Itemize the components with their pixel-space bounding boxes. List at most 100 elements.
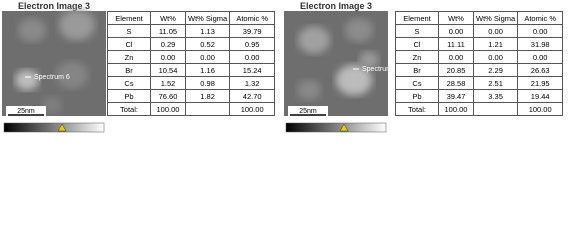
header-row: Element Wt% Wt% Sigma Atomic % — [395, 11, 564, 25]
total-label: Total: — [395, 102, 439, 116]
cell: 1.82 — [184, 89, 231, 103]
cell: 11.11 — [438, 37, 474, 51]
cell: 0.00 — [150, 50, 186, 64]
total-wt: 100.00 — [150, 102, 186, 116]
cell: 19.44 — [517, 89, 564, 103]
cell: 0.00 — [438, 50, 474, 64]
cell: 26.63 — [517, 63, 564, 77]
cell: 0.00 — [184, 50, 231, 64]
cell: 1.13 — [184, 24, 231, 38]
total-row: Total: 100.00 100.00 — [395, 102, 564, 116]
composition-table: Element Wt% Wt% Sigma Atomic % S 0.00 0.00 0.00… — [395, 11, 564, 116]
data-row: Pb 76.60 1.82 42.70 — [107, 89, 276, 103]
cell: 15.24 — [229, 63, 276, 77]
cell: 11.05 — [150, 24, 186, 38]
cell: 1.21 — [472, 37, 519, 51]
cell: 21.95 — [517, 76, 564, 90]
cell: Zn — [395, 50, 439, 64]
cell: Pb — [395, 89, 439, 103]
data-row: Cl 11.11 1.21 31.98 — [395, 37, 564, 51]
total-atomic: 100.00 — [517, 102, 564, 116]
electron-image: Electron Image 3 Spectrum 6 25nm — [2, 0, 106, 135]
cell: 28.58 — [438, 76, 474, 90]
color-bar — [3, 122, 105, 133]
spectrum-label: Spectrum 8 — [362, 66, 388, 73]
cell: Cl — [107, 37, 151, 51]
cell: 1.16 — [184, 63, 231, 77]
data-row: Zn 0.00 0.00 0.00 — [395, 50, 564, 64]
header-cell: Atomic % — [517, 11, 564, 25]
total-atomic: 100.00 — [229, 102, 276, 116]
micrograph: Spectrum 6 25nm — [2, 9, 106, 133]
scale-box — [288, 106, 328, 116]
grain — [298, 26, 330, 54]
cell: 3.35 — [472, 89, 519, 103]
cell: 10.54 — [150, 63, 186, 77]
grain — [18, 18, 46, 42]
grain — [56, 61, 88, 89]
composition-table: Element Wt% Wt% Sigma Atomic % S 11.05 1.13 39.… — [107, 11, 276, 116]
total-sigma — [184, 102, 231, 116]
grain — [336, 64, 372, 96]
cell: Pb — [107, 89, 151, 103]
data-row: Cs 28.58 2.51 21.95 — [395, 76, 564, 90]
cell: 42.70 — [229, 89, 276, 103]
cell: 0.95 — [229, 37, 276, 51]
total-sigma — [472, 102, 519, 116]
data-row: S 11.05 1.13 39.79 — [107, 24, 276, 38]
cell: 76.60 — [150, 89, 186, 103]
cell: S — [107, 24, 151, 38]
cell: Br — [395, 63, 439, 77]
cell: 0.00 — [517, 50, 564, 64]
cell: 0.00 — [472, 24, 519, 38]
cell: Cs — [395, 76, 439, 90]
cell: 0.00 — [517, 24, 564, 38]
data-row: Pb 39.47 3.35 19.44 — [395, 89, 564, 103]
image-title: Electron Image 3 — [17, 1, 91, 11]
spectrum-label: Spectrum 6 — [34, 74, 70, 81]
cell: Cs — [107, 76, 151, 90]
cell: 1.52 — [150, 76, 186, 90]
cell: Zn — [107, 50, 151, 64]
header-cell: Wt% — [438, 11, 474, 25]
cell: 0.29 — [150, 37, 186, 51]
cell: 0.98 — [184, 76, 231, 90]
header-row: Element Wt% Wt% Sigma Atomic % — [107, 11, 276, 25]
total-wt: 100.00 — [438, 102, 474, 116]
header-cell: Wt% Sigma — [184, 11, 231, 25]
scale-label: 25nm — [17, 108, 35, 115]
cell: Br — [107, 63, 151, 77]
cell: 31.98 — [517, 37, 564, 51]
cell: 39.79 — [229, 24, 276, 38]
scale-label: 25nm — [299, 108, 317, 115]
cell: 0.00 — [472, 50, 519, 64]
grain — [345, 18, 373, 42]
grain — [15, 69, 39, 91]
cell: 0.00 — [438, 24, 474, 38]
image-title: Electron Image 3 — [299, 1, 373, 11]
level-marker — [57, 123, 67, 132]
grain — [359, 51, 379, 69]
micrograph: Spectrum 8 25nm — [284, 11, 388, 133]
cell: S — [395, 24, 439, 38]
cell: 39.47 — [438, 89, 474, 103]
cell: 20.85 — [438, 63, 474, 77]
cell: 1.32 — [229, 76, 276, 90]
level-marker — [339, 123, 349, 132]
header-cell: Element — [395, 11, 439, 25]
header-cell: Element — [107, 11, 151, 25]
grain — [59, 9, 95, 41]
data-row: S 0.00 0.00 0.00 — [395, 24, 564, 38]
header-cell: Wt% Sigma — [472, 11, 519, 25]
header-cell: Atomic % — [229, 11, 276, 25]
cell: 0.52 — [184, 37, 231, 51]
scale-box — [6, 106, 46, 116]
header-cell: Wt% — [150, 11, 186, 25]
cell: 2.51 — [472, 76, 519, 90]
page: Electron Image 3 Spectrum 6 25nm Element Wt%… — [2, 0, 564, 135]
data-row: Br 20.85 2.29 26.63 — [395, 63, 564, 77]
cell: Cl — [395, 37, 439, 51]
grain — [297, 79, 321, 101]
data-row: Zn 0.00 0.00 0.00 — [107, 50, 276, 64]
total-row: Total: 100.00 100.00 — [107, 102, 276, 116]
